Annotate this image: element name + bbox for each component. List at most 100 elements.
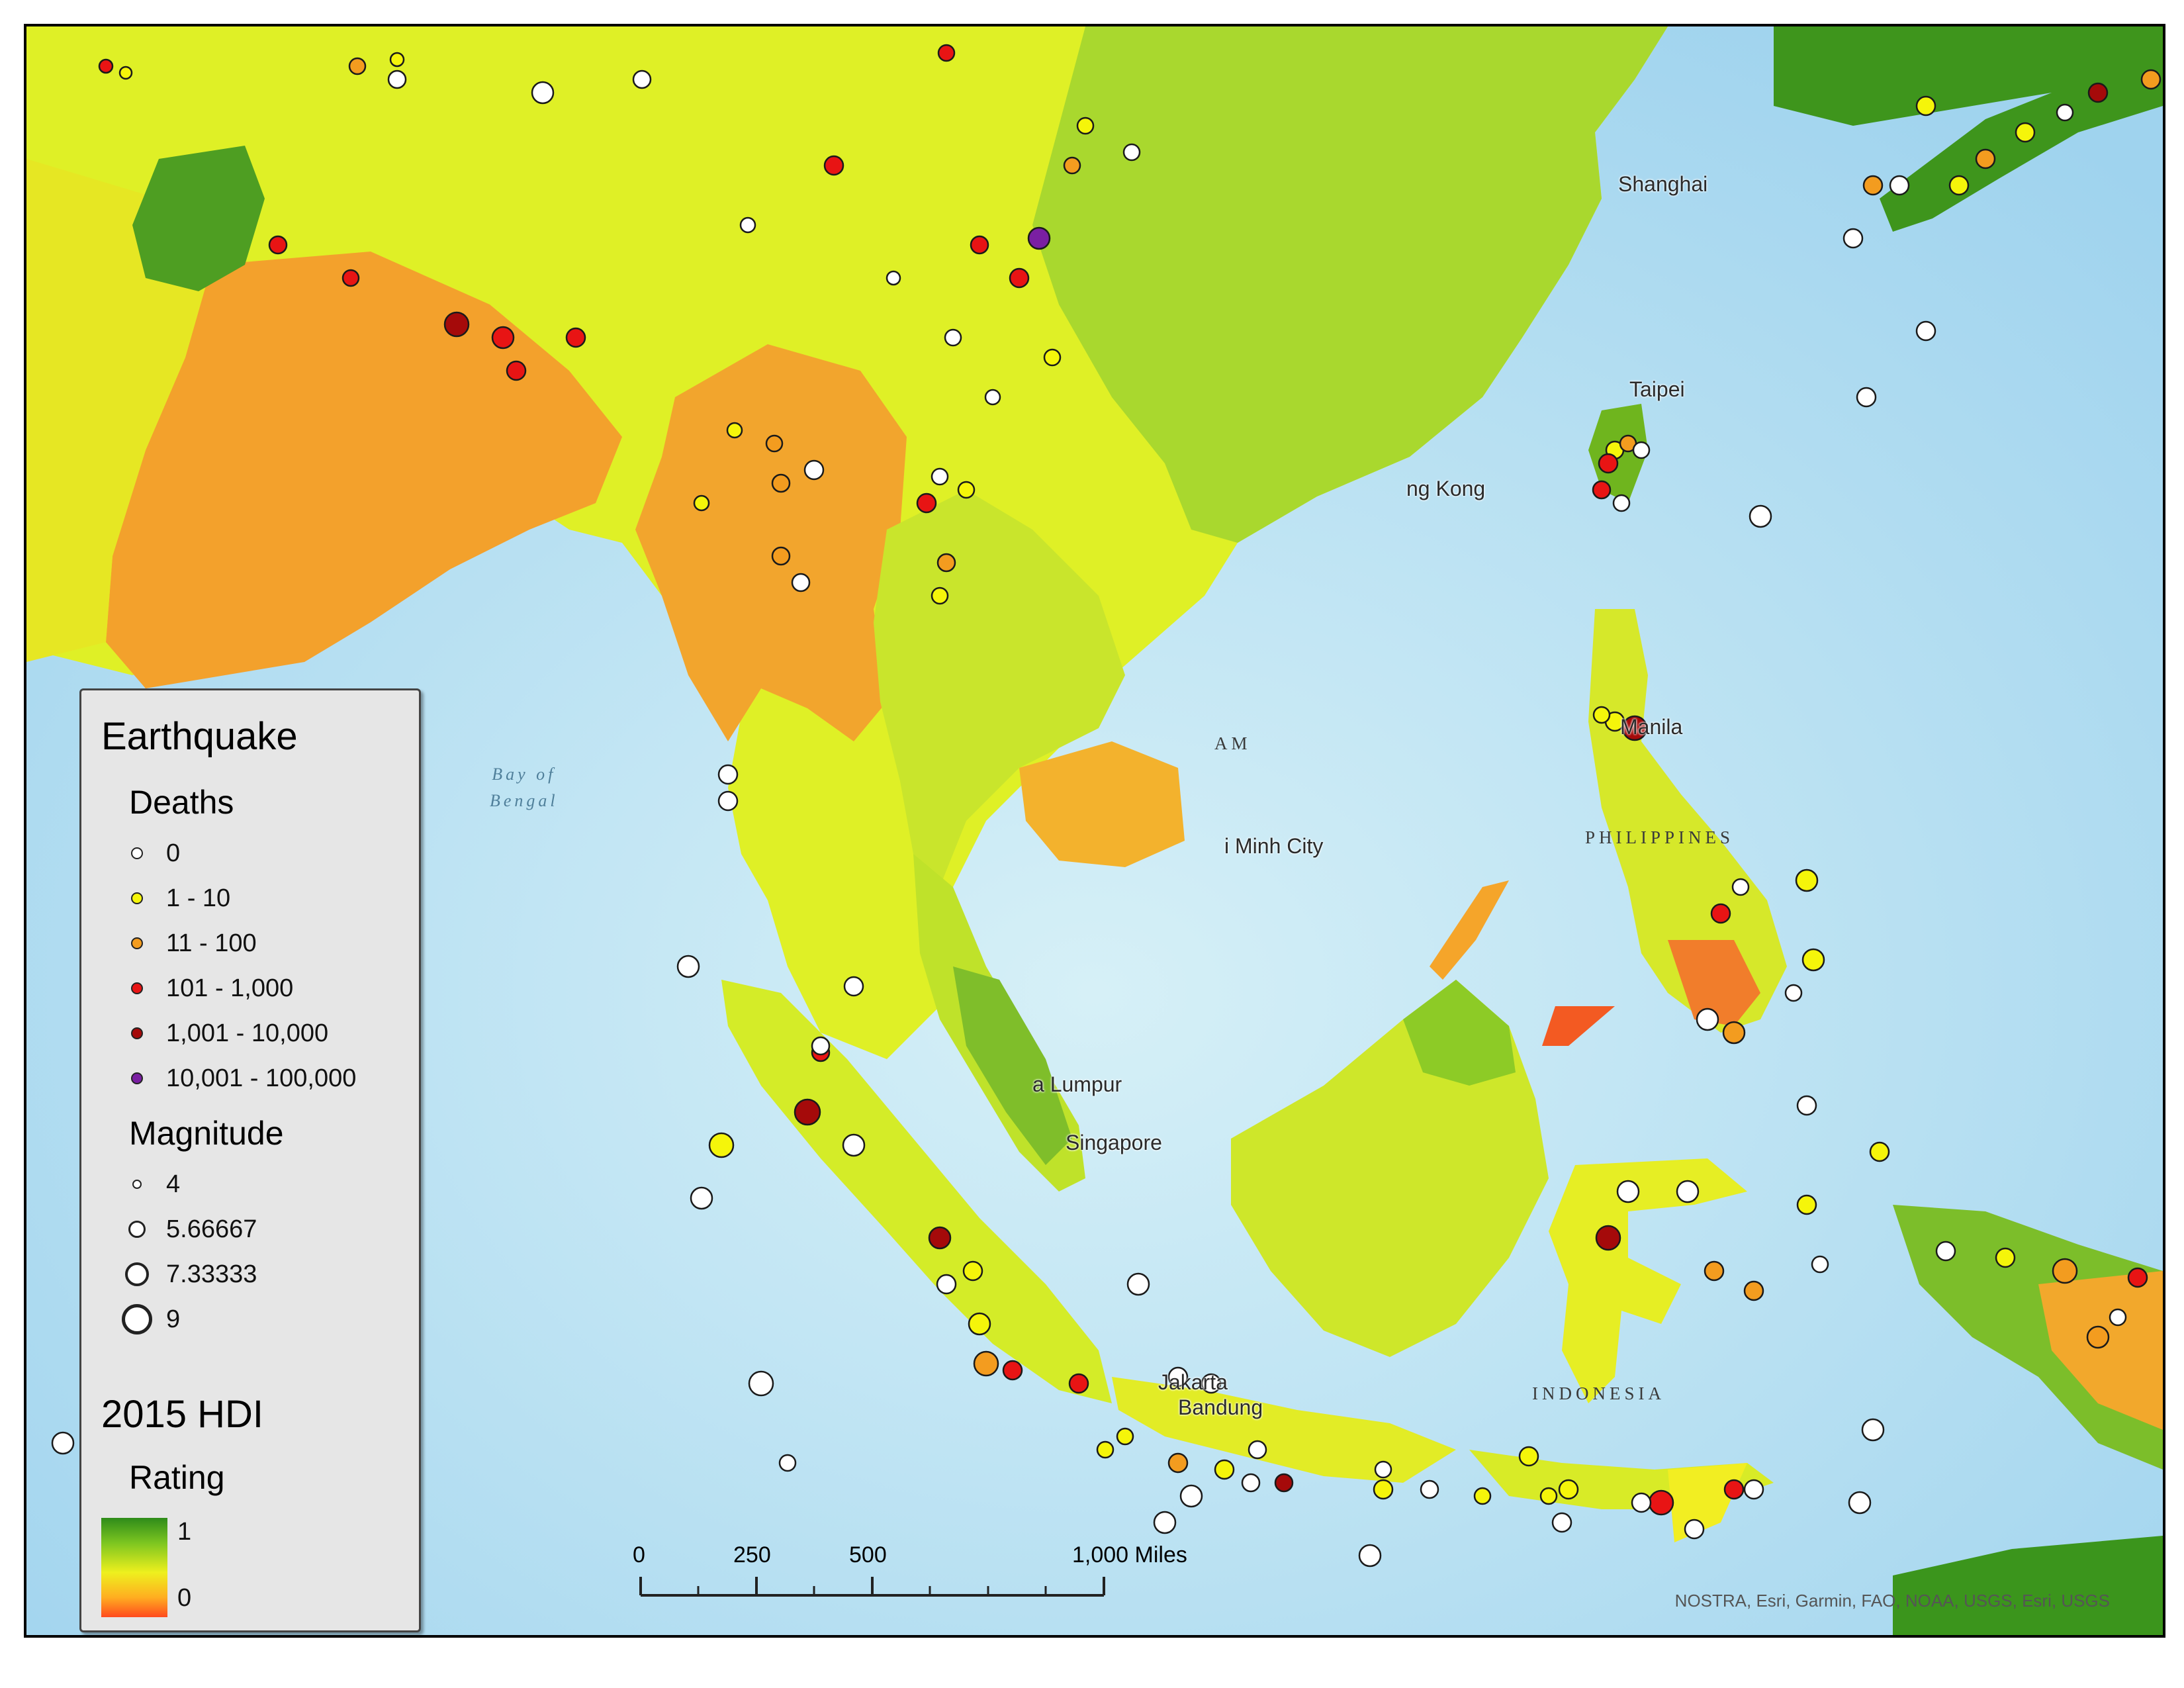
earthquake-marker[interactable]: [1801, 948, 1825, 972]
earthquake-marker[interactable]: [1676, 1180, 1700, 1203]
earthquake-marker[interactable]: [1248, 1440, 1267, 1460]
earthquake-marker[interactable]: [2087, 82, 2109, 103]
earthquake-marker[interactable]: [1710, 903, 1731, 924]
earthquake-marker[interactable]: [1621, 715, 1648, 741]
earthquake-marker[interactable]: [1167, 1452, 1189, 1474]
earthquake-marker[interactable]: [1598, 453, 1619, 474]
earthquake-marker[interactable]: [717, 764, 739, 785]
earthquake-marker[interactable]: [936, 553, 956, 573]
earthquake-marker[interactable]: [843, 976, 864, 997]
earthquake-marker[interactable]: [1122, 143, 1141, 162]
earthquake-marker[interactable]: [842, 1133, 866, 1157]
earthquake-marker[interactable]: [1862, 175, 1884, 196]
earthquake-marker[interactable]: [693, 494, 710, 512]
earthquake-marker[interactable]: [1796, 1095, 1817, 1116]
earthquake-marker[interactable]: [1592, 706, 1611, 724]
earthquake-marker[interactable]: [1096, 1440, 1115, 1459]
earthquake-marker[interactable]: [1843, 228, 1864, 249]
earthquake-marker[interactable]: [1076, 117, 1095, 135]
earthquake-marker[interactable]: [565, 327, 586, 348]
earthquake-marker[interactable]: [2086, 1325, 2110, 1349]
earthquake-marker[interactable]: [118, 66, 133, 80]
earthquake-marker[interactable]: [1723, 1479, 1745, 1500]
earthquake-marker[interactable]: [936, 1274, 957, 1295]
earthquake-marker[interactable]: [1975, 148, 1996, 169]
earthquake-marker[interactable]: [1915, 95, 1936, 117]
earthquake-marker[interactable]: [268, 235, 288, 255]
earthquake-marker[interactable]: [968, 1312, 991, 1336]
earthquake-marker[interactable]: [1551, 1512, 1572, 1533]
earthquake-marker[interactable]: [1153, 1511, 1177, 1534]
earthquake-marker[interactable]: [531, 81, 555, 105]
earthquake-marker[interactable]: [937, 44, 956, 62]
earthquake-marker[interactable]: [1420, 1479, 1439, 1499]
earthquake-marker[interactable]: [1632, 441, 1651, 459]
earthquake-marker[interactable]: [1373, 1479, 1394, 1500]
earthquake-marker[interactable]: [51, 1431, 75, 1455]
earthquake-marker[interactable]: [1684, 1519, 1705, 1540]
earthquake-marker[interactable]: [1214, 1459, 1235, 1480]
earthquake-marker[interactable]: [1027, 226, 1051, 250]
earthquake-marker[interactable]: [1889, 175, 1910, 196]
earthquake-marker[interactable]: [1274, 1473, 1294, 1493]
earthquake-marker[interactable]: [823, 155, 844, 176]
earthquake-marker[interactable]: [771, 473, 791, 493]
earthquake-marker[interactable]: [1068, 1373, 1089, 1394]
earthquake-marker[interactable]: [1856, 387, 1877, 408]
earthquake-marker[interactable]: [1374, 1460, 1392, 1479]
earthquake-marker[interactable]: [2127, 1267, 2148, 1288]
earthquake-marker[interactable]: [632, 70, 652, 89]
earthquake-marker[interactable]: [928, 1226, 952, 1250]
earthquake-marker[interactable]: [803, 459, 825, 481]
earthquake-marker[interactable]: [1784, 984, 1803, 1002]
earthquake-marker[interactable]: [491, 326, 515, 350]
earthquake-marker[interactable]: [1201, 1373, 1222, 1394]
earthquake-marker[interactable]: [1002, 1360, 1023, 1381]
earthquake-marker[interactable]: [690, 1186, 713, 1210]
earthquake-marker[interactable]: [1558, 1479, 1579, 1500]
earthquake-marker[interactable]: [1861, 1418, 1885, 1442]
earthquake-marker[interactable]: [1796, 1194, 1817, 1215]
earthquake-marker[interactable]: [2140, 69, 2161, 90]
earthquake-marker[interactable]: [506, 360, 527, 381]
earthquake-marker[interactable]: [387, 70, 407, 89]
earthquake-marker[interactable]: [443, 311, 470, 338]
earthquake-marker[interactable]: [1704, 1260, 1725, 1282]
earthquake-marker[interactable]: [1612, 494, 1631, 512]
earthquake-marker[interactable]: [389, 52, 405, 68]
earthquake-marker[interactable]: [1241, 1473, 1261, 1493]
earthquake-marker[interactable]: [791, 573, 811, 592]
earthquake-marker[interactable]: [2052, 1258, 2078, 1284]
earthquake-marker[interactable]: [726, 422, 743, 439]
earthquake-marker[interactable]: [970, 235, 989, 255]
earthquake-marker[interactable]: [748, 1370, 774, 1397]
earthquake-marker[interactable]: [1592, 480, 1612, 500]
earthquake-marker[interactable]: [1043, 348, 1062, 367]
earthquake-marker[interactable]: [1743, 1280, 1764, 1301]
earthquake-marker[interactable]: [1116, 1427, 1134, 1446]
earthquake-marker[interactable]: [886, 270, 901, 286]
earthquake-marker[interactable]: [1848, 1491, 1872, 1515]
earthquake-marker[interactable]: [1795, 868, 1819, 892]
earthquake-marker[interactable]: [1473, 1487, 1492, 1505]
earthquake-marker[interactable]: [1749, 504, 1772, 528]
earthquake-marker[interactable]: [931, 586, 949, 605]
earthquake-marker[interactable]: [931, 467, 949, 486]
earthquake-marker[interactable]: [1179, 1484, 1203, 1508]
earthquake-marker[interactable]: [944, 328, 962, 347]
earthquake-marker[interactable]: [2056, 103, 2074, 122]
earthquake-marker[interactable]: [1869, 1141, 1890, 1162]
earthquake-marker[interactable]: [1616, 1180, 1640, 1203]
earthquake-marker[interactable]: [676, 955, 700, 978]
earthquake-marker[interactable]: [1722, 1021, 1746, 1045]
earthquake-marker[interactable]: [962, 1260, 983, 1282]
earthquake-marker[interactable]: [957, 481, 976, 499]
earthquake-marker[interactable]: [1167, 1366, 1189, 1387]
earthquake-marker[interactable]: [1948, 175, 1970, 196]
earthquake-marker[interactable]: [1648, 1489, 1674, 1516]
earthquake-marker[interactable]: [98, 58, 114, 74]
earthquake-marker[interactable]: [1631, 1492, 1652, 1513]
earthquake-marker[interactable]: [973, 1350, 999, 1377]
earthquake-marker[interactable]: [1358, 1544, 1382, 1568]
earthquake-marker[interactable]: [1811, 1255, 1829, 1274]
